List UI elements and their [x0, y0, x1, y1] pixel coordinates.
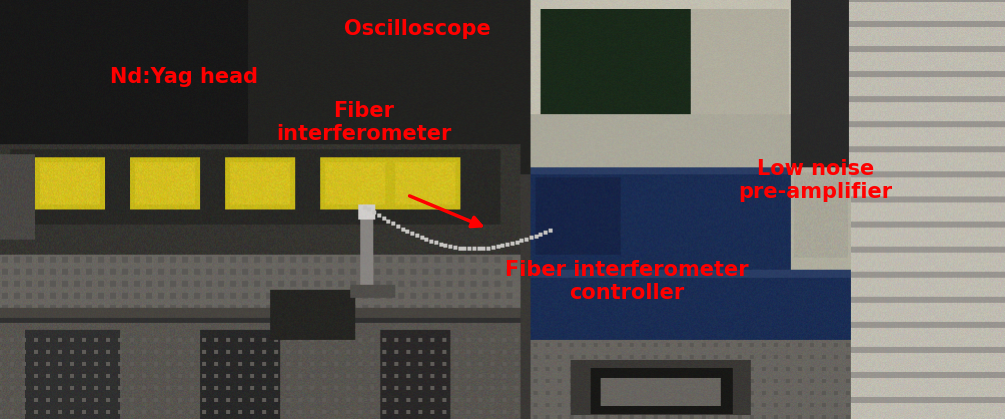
Text: Oscilloscope: Oscilloscope [344, 19, 490, 39]
Text: Fiber interferometer
controller: Fiber interferometer controller [506, 260, 749, 303]
Text: Nd:Yag head: Nd:Yag head [110, 67, 258, 87]
Text: Low noise
pre-amplifier: Low noise pre-amplifier [739, 159, 892, 202]
Text: Fiber
interferometer: Fiber interferometer [276, 101, 451, 144]
